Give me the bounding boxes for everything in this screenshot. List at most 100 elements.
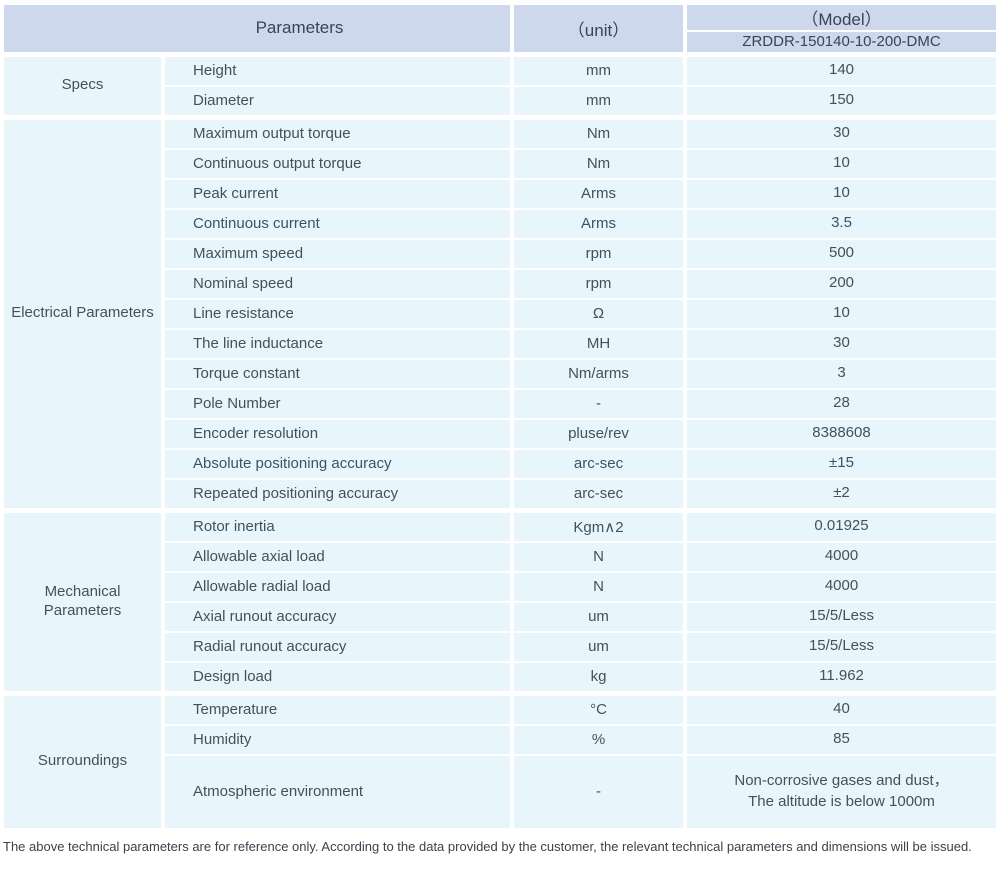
value-cell: 140 xyxy=(683,51,1000,87)
value-cell: 85 xyxy=(683,723,1000,756)
value-cell: 150 xyxy=(683,84,1000,118)
param-name-cell: Maximum speed xyxy=(161,237,514,270)
group-label-cell-electrical: Electrical Parameters xyxy=(0,114,165,511)
table-row: Humidity % 85 xyxy=(2,723,1000,756)
param-name-cell: Humidity xyxy=(161,723,514,756)
model-header-cell: （Model） xyxy=(683,3,1000,32)
unit-cell: - xyxy=(510,753,687,830)
value-cell: 30 xyxy=(683,114,1000,150)
param-name-cell: Continuous current xyxy=(161,207,514,240)
value-cell: ±2 xyxy=(683,477,1000,511)
unit-cell: Kgm∧2 xyxy=(510,507,687,543)
unit-cell: rpm xyxy=(510,267,687,300)
unit-cell: Nm/arms xyxy=(510,357,687,390)
param-name-cell: Allowable axial load xyxy=(161,540,514,573)
table-row: Maximum speed rpm 500 xyxy=(2,237,1000,270)
table-row: Axial runout accuracy um 15/5/Less xyxy=(2,600,1000,633)
param-name-cell: Allowable radial load xyxy=(161,570,514,603)
spec-table: Parameters （unit） （Model） ZRDDR-150140-1… xyxy=(0,3,1000,830)
parameters-header-cell: Parameters xyxy=(0,3,514,55)
value-cell: 4000 xyxy=(683,540,1000,573)
param-name-cell: Repeated positioning accuracy xyxy=(161,477,514,511)
param-name-cell: Atmospheric environment xyxy=(161,753,514,830)
value-cell: 11.962 xyxy=(683,660,1000,694)
table-row: Surroundings Temperature °C 40 xyxy=(0,690,1000,830)
value-cell: 500 xyxy=(683,237,1000,270)
value-cell: 10 xyxy=(683,177,1000,210)
param-name-cell: Diameter xyxy=(161,84,514,118)
value-cell: 4000 xyxy=(683,570,1000,603)
unit-cell: mm xyxy=(510,51,687,87)
unit-cell: Nm xyxy=(510,114,687,150)
unit-cell: mm xyxy=(510,84,687,118)
param-name-cell: Peak current xyxy=(161,177,514,210)
value-cell: 15/5/Less xyxy=(683,630,1000,663)
table-row: Electrical Parameters Maximum output tor… xyxy=(0,114,1000,511)
value-cell: 8388608 xyxy=(683,417,1000,450)
unit-cell: Ω xyxy=(510,297,687,330)
param-name-cell: Height xyxy=(161,51,514,87)
unit-cell: arc-sec xyxy=(510,447,687,480)
value-cell: 0.01925 xyxy=(683,507,1000,543)
param-name-cell: Maximum output torque xyxy=(161,114,514,150)
header-row-top: Parameters （unit） （Model） xyxy=(0,3,1000,55)
unit-cell: N xyxy=(510,540,687,573)
value-cell: 3.5 xyxy=(683,207,1000,240)
unit-cell: Arms xyxy=(510,207,687,240)
param-name-cell: Nominal speed xyxy=(161,267,514,300)
table-row: Encoder resolution pluse/rev 8388608 xyxy=(2,417,1000,450)
group-label-cell-mechanical: Mechanical Parameters xyxy=(0,507,165,694)
group-label-cell-specs: Specs xyxy=(0,51,165,118)
param-name-cell: Encoder resolution xyxy=(161,417,514,450)
table-row: Peak current Arms 10 xyxy=(2,177,1000,210)
table-row: Line resistance Ω 10 xyxy=(2,297,1000,330)
value-cell: ±15 xyxy=(683,447,1000,480)
group-label-cell-surroundings: Surroundings xyxy=(0,690,165,830)
value-cell: 40 xyxy=(683,690,1000,726)
value-cell: 10 xyxy=(683,297,1000,330)
param-name-cell: Absolute positioning accuracy xyxy=(161,447,514,480)
unit-cell: - xyxy=(510,387,687,420)
table-row: Pole Number - 28 xyxy=(2,387,1000,420)
param-name-cell: Temperature xyxy=(161,690,514,726)
unit-header-cell: （unit） xyxy=(510,3,687,55)
unit-cell: Nm xyxy=(510,147,687,180)
table-row: Atmospheric environment - Non-corrosive … xyxy=(2,753,1000,830)
unit-cell: % xyxy=(510,723,687,756)
table-row: Absolute positioning accuracy arc-sec ±1… xyxy=(2,447,1000,480)
value-cell: 10 xyxy=(683,147,1000,180)
param-name-cell: Radial runout accuracy xyxy=(161,630,514,663)
unit-cell: um xyxy=(510,630,687,663)
param-name-cell: Axial runout accuracy xyxy=(161,600,514,633)
unit-cell: arc-sec xyxy=(510,477,687,511)
param-name-cell: Pole Number xyxy=(161,387,514,420)
value-cell: 28 xyxy=(683,387,1000,420)
table-header: Parameters （unit） （Model） ZRDDR-150140-1… xyxy=(0,3,1000,55)
param-name-cell: Torque constant xyxy=(161,357,514,390)
table-row: Design load kg 11.962 xyxy=(2,660,1000,694)
unit-cell: um xyxy=(510,600,687,633)
table-row: Specs Height mm 140 xyxy=(0,51,1000,118)
table-row: Continuous current Arms 3.5 xyxy=(2,207,1000,240)
table-row: Torque constant Nm/arms 3 xyxy=(2,357,1000,390)
value-cell: 30 xyxy=(683,327,1000,360)
table-row: Diameter mm 150 xyxy=(2,84,1000,118)
model-number: ZRDDR-150140-10-200-DMC xyxy=(683,30,1000,55)
unit-cell: °C xyxy=(510,690,687,726)
table-row: Allowable radial load N 4000 xyxy=(2,570,1000,603)
param-name-cell: Line resistance xyxy=(161,297,514,330)
unit-cell: kg xyxy=(510,660,687,694)
param-name-cell: Design load xyxy=(161,660,514,694)
table-row: Repeated positioning accuracy arc-sec ±2 xyxy=(2,477,1000,511)
value-cell: 3 xyxy=(683,357,1000,390)
value-cell: Non-corrosive gases and dust， The altitu… xyxy=(683,753,1000,830)
unit-cell: N xyxy=(510,570,687,603)
param-name-cell: Continuous output torque xyxy=(161,147,514,180)
param-name-cell: Rotor inertia xyxy=(161,507,514,543)
param-name-cell: The line inductance xyxy=(161,327,514,360)
footer-note: The above technical parameters are for r… xyxy=(3,838,972,854)
table-row: Continuous output torque Nm 10 xyxy=(2,147,1000,180)
table-row: Nominal speed rpm 200 xyxy=(2,267,1000,300)
value-cell: 200 xyxy=(683,267,1000,300)
unit-cell: rpm xyxy=(510,237,687,270)
